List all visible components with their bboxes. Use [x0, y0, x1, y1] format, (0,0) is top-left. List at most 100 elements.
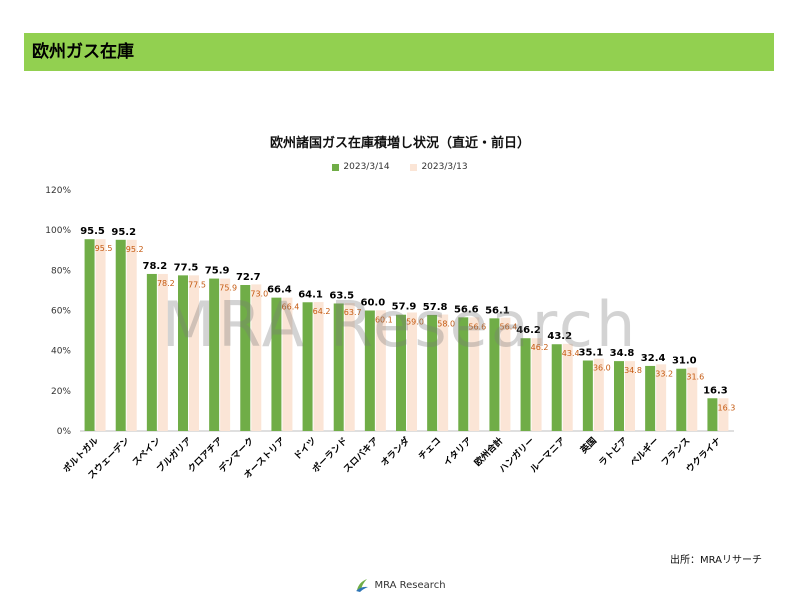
footer-logo: MRA Research [0, 577, 800, 593]
data-label-latest: 57.9 [392, 302, 417, 313]
bar-previous [407, 312, 417, 431]
data-label-latest: 43.2 [547, 331, 572, 342]
y-tick-label: 20% [51, 387, 71, 397]
y-tick-label: 0% [57, 427, 72, 437]
bar-latest [364, 310, 375, 431]
bar-latest [427, 314, 438, 431]
logo-icon [356, 579, 369, 592]
x-tick-label: フランス [659, 435, 692, 468]
bar-latest [645, 365, 656, 431]
data-label-previous: 59.0 [406, 318, 424, 327]
chart-legend: 2023/3/14 2023/3/13 [0, 162, 800, 174]
data-label-latest: 31.0 [672, 356, 697, 367]
bar-latest [520, 338, 531, 431]
bar-latest [676, 368, 687, 431]
data-label-latest: 34.8 [610, 348, 635, 359]
bar-previous [126, 239, 137, 431]
page-header: 欧州ガス在庫 [24, 33, 774, 71]
bar-latest [302, 302, 313, 431]
bar-previous [220, 278, 231, 431]
data-label-latest: 66.4 [267, 285, 292, 296]
x-tick-label: オランダ [378, 435, 412, 469]
bar-previous [438, 314, 449, 431]
x-tick-label: ベルギー [627, 435, 661, 469]
bar-previous [469, 317, 480, 431]
data-label-latest: 35.1 [579, 348, 604, 359]
data-label-previous: 78.2 [157, 279, 175, 288]
data-label-latest: 95.2 [111, 227, 136, 238]
bar-previous [189, 275, 199, 431]
data-label-latest: 57.8 [423, 302, 448, 313]
data-label-previous: 56.6 [468, 322, 486, 331]
y-tick-label: 120% [45, 186, 71, 196]
x-tick-label: ドイツ [292, 435, 319, 462]
bar-latest [489, 318, 500, 431]
bar-latest [209, 278, 220, 431]
legend-label-latest: 2023/3/14 [343, 162, 390, 172]
data-label-latest: 64.1 [298, 289, 323, 300]
page-title: 欧州ガス在庫 [32, 42, 134, 62]
data-label-previous: 31.6 [686, 373, 704, 382]
x-tick-label: 英国 [577, 435, 599, 457]
bar-previous [531, 338, 542, 431]
x-tick-label: 欧州合計 [472, 435, 506, 469]
bar-latest [271, 297, 282, 431]
bar-latest [178, 275, 188, 431]
legend-label-previous: 2023/3/13 [421, 162, 468, 172]
data-label-previous: 73.0 [250, 289, 268, 298]
y-tick-label: 60% [51, 307, 71, 317]
bar-previous [500, 317, 511, 431]
data-label-latest: 95.5 [80, 226, 105, 237]
data-label-previous: 75.9 [219, 284, 237, 293]
data-label-previous: 95.5 [95, 244, 113, 253]
bar-previous [375, 310, 386, 431]
bar-latest [582, 360, 593, 431]
data-label-latest: 78.2 [143, 261, 168, 272]
logo-text: MRA Research [374, 579, 446, 591]
data-label-previous: 58.0 [437, 320, 455, 329]
data-label-previous: 56.4 [500, 323, 518, 332]
data-label-latest: 56.1 [485, 305, 510, 316]
x-tick-label: スペイン [130, 435, 163, 468]
data-label-latest: 16.3 [703, 385, 728, 396]
y-tick-label: 40% [51, 347, 71, 357]
bar-previous [625, 361, 635, 431]
bar-previous [718, 398, 729, 431]
bar-previous [313, 302, 324, 431]
bar-latest [333, 303, 344, 431]
bar-latest [614, 361, 624, 431]
y-tick-label: 100% [45, 226, 71, 236]
bar-previous [282, 297, 293, 431]
bar-latest [146, 273, 157, 431]
data-label-latest: 60.0 [361, 298, 386, 309]
bar-previous [95, 239, 106, 431]
x-tick-label: イタリア [441, 435, 475, 469]
data-label-previous: 36.0 [593, 364, 611, 373]
data-label-previous: 95.2 [126, 245, 144, 254]
data-label-latest: 32.4 [641, 353, 666, 364]
data-label-latest: 77.5 [174, 262, 199, 273]
bar-previous [656, 364, 667, 431]
legend-item-latest: 2023/3/14 [332, 162, 390, 172]
y-tick-label: 80% [51, 266, 71, 276]
data-label-latest: 56.6 [454, 304, 479, 315]
data-label-latest: 72.7 [236, 272, 261, 283]
data-label-latest: 63.5 [329, 290, 354, 301]
data-label-previous: 77.5 [188, 280, 206, 289]
x-tick-label: チェコ [416, 435, 443, 462]
data-label-previous: 46.2 [531, 343, 549, 352]
bar-previous [157, 273, 168, 431]
bar-latest [84, 239, 95, 431]
data-label-previous: 16.3 [718, 403, 736, 412]
bar-latest [551, 344, 562, 431]
bar-latest [115, 239, 126, 431]
legend-item-previous: 2023/3/13 [410, 162, 468, 172]
data-label-previous: 64.2 [313, 307, 331, 316]
bar-previous [593, 358, 604, 431]
data-label-previous: 66.4 [282, 303, 300, 312]
bar-previous [251, 284, 262, 431]
source-note: 出所：MRAリサーチ [669, 555, 762, 566]
legend-swatch-previous [410, 163, 418, 171]
watermark: MRA Research [161, 288, 639, 361]
